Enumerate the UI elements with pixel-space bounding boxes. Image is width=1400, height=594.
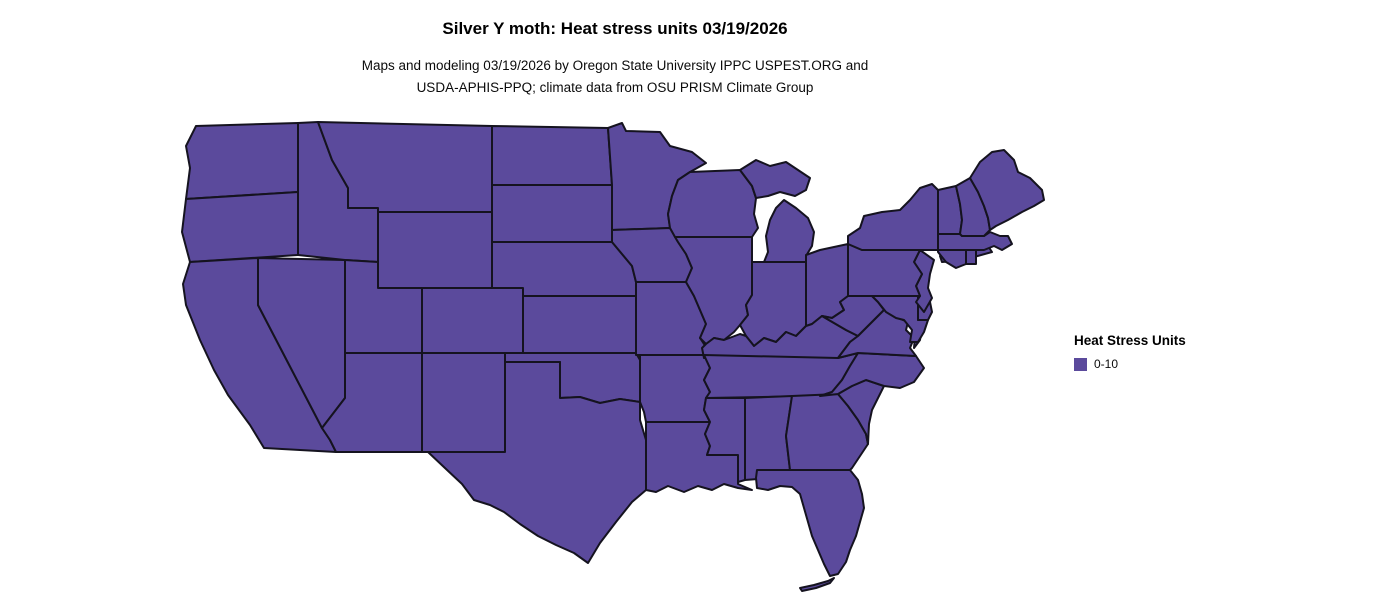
state-colorado [421,287,524,354]
state-nebraska [491,241,637,297]
map-legend: Heat Stress Units 0-10 [1074,333,1186,371]
florida-keys [799,577,835,592]
state-michigan-lower-peninsula [763,199,815,263]
state-texas [427,361,647,564]
state-north-carolina [819,352,925,397]
state-wisconsin [667,169,759,238]
state-new-mexico [421,352,506,453]
state-arkansas [639,354,711,423]
legend-title: Heat Stress Units [1074,333,1186,348]
state-florida [755,469,865,577]
state-rhode-island [965,249,977,265]
state-south-dakota [491,184,613,243]
legend-item-label: 0-10 [1094,357,1119,371]
legend-color-swatch [1074,357,1087,371]
state-new-york [847,183,939,251]
page-title: Silver Y moth: Heat stress units 03/19/2… [442,19,788,38]
page-subtitle: Maps and modeling 03/19/2026 by Oregon S… [361,58,869,95]
state-michigan-upper-peninsula [739,159,811,199]
states-group [181,121,1045,592]
state-washington [185,122,299,200]
legend-item: 0-10 [1074,357,1186,371]
state-kansas [522,295,637,354]
state-maine [969,149,1045,231]
state-alabama [744,395,793,481]
state-north-dakota [491,125,613,186]
state-wyoming [377,211,493,289]
state-pennsylvania [847,243,923,297]
state-oregon [181,191,299,263]
